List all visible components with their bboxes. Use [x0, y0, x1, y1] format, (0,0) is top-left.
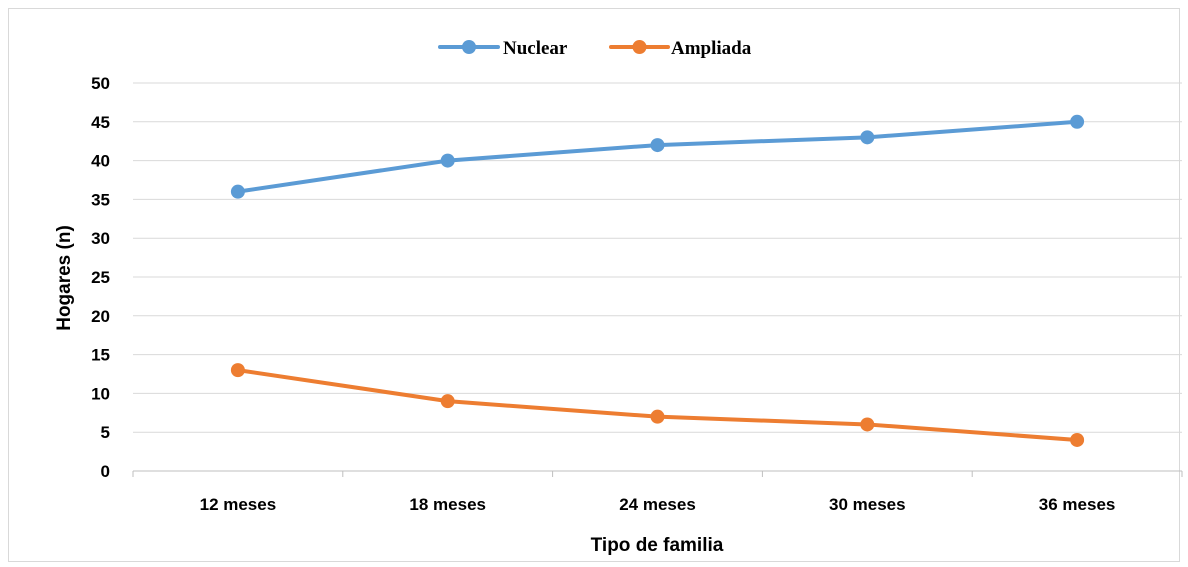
- y-tick-label: 0: [101, 462, 110, 481]
- legend-swatch-marker: [462, 40, 476, 54]
- gridlines: [133, 82, 1182, 433]
- legend-label: Ampliada: [671, 38, 752, 59]
- y-tick-label: 40: [91, 152, 110, 171]
- legend-label: Nuclear: [503, 38, 568, 59]
- y-tick-label: 15: [91, 346, 110, 365]
- legend-swatch-marker: [632, 40, 647, 54]
- x-axis-title: Tipo de familia: [591, 535, 724, 556]
- y-tick-label: 25: [91, 268, 110, 287]
- data-point-ampliada: [440, 394, 455, 409]
- x-tick-label: 36 meses: [1039, 495, 1116, 514]
- data-point-ampliada: [860, 417, 875, 432]
- y-tick-label: 5: [101, 423, 110, 442]
- data-point-ampliada: [230, 363, 245, 378]
- data-point-nuclear: [650, 138, 665, 153]
- series-line-nuclear: [235, 119, 1080, 194]
- x-tick-label: 12 meses: [200, 495, 277, 514]
- y-tick-label: 50: [91, 74, 110, 93]
- data-point-nuclear: [860, 130, 875, 145]
- legend: Nuclear Ampliada: [438, 38, 752, 59]
- y-tick-label: 35: [91, 190, 110, 209]
- x-tick-labels: 12 meses 18 meses 24 meses 30 meses 36 meses: [200, 495, 1116, 514]
- series-group: [230, 114, 1085, 447]
- data-point-nuclear: [1070, 114, 1085, 129]
- y-tick-label: 20: [91, 307, 110, 326]
- axes: [132, 470, 1183, 477]
- y-tick-label: 30: [91, 229, 110, 248]
- y-tick-labels: 0 5 10 15 20 25 30 35 40 45 50: [91, 74, 110, 481]
- x-tick-label: 18 meses: [409, 495, 486, 514]
- data-point-nuclear: [230, 184, 245, 199]
- y-tick-label: 45: [91, 113, 110, 132]
- data-point-ampliada: [1070, 432, 1085, 447]
- x-tick-label: 24 meses: [619, 495, 696, 514]
- series-line-ampliada: [235, 368, 1080, 442]
- x-tick-label: 30 meses: [829, 495, 906, 514]
- y-axis-title: Hogares (n): [54, 225, 75, 331]
- data-point-nuclear: [440, 153, 455, 168]
- chart-frame: [8, 8, 1180, 562]
- data-point-ampliada: [650, 409, 665, 424]
- y-tick-label: 10: [91, 384, 110, 403]
